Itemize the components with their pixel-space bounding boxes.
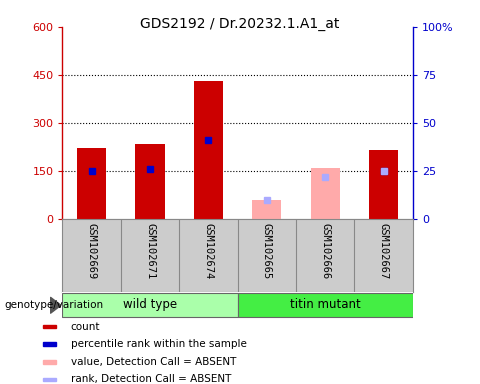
Text: genotype/variation: genotype/variation: [5, 300, 104, 310]
Text: GSM102667: GSM102667: [379, 223, 389, 279]
Bar: [62, 293, 238, 317]
Bar: [77, 149, 106, 219]
Text: GSM102671: GSM102671: [145, 223, 155, 279]
Bar: [43, 343, 56, 346]
Text: GSM102669: GSM102669: [86, 223, 96, 279]
Polygon shape: [50, 297, 61, 313]
Bar: [311, 168, 340, 219]
Text: GSM102674: GSM102674: [204, 223, 214, 279]
Text: GSM102665: GSM102665: [262, 223, 272, 279]
Bar: [135, 144, 165, 219]
Bar: [369, 150, 398, 219]
Bar: [238, 293, 413, 317]
Text: count: count: [71, 321, 100, 331]
Text: titin mutant: titin mutant: [290, 298, 360, 311]
Text: GDS2192 / Dr.20232.1.A1_at: GDS2192 / Dr.20232.1.A1_at: [140, 17, 340, 31]
Bar: [43, 377, 56, 381]
Text: value, Detection Call = ABSENT: value, Detection Call = ABSENT: [71, 357, 236, 367]
Bar: [43, 325, 56, 328]
Bar: [252, 200, 281, 219]
Bar: [194, 81, 223, 219]
Text: percentile rank within the sample: percentile rank within the sample: [71, 339, 247, 349]
Text: GSM102666: GSM102666: [320, 223, 330, 279]
Text: wild type: wild type: [123, 298, 177, 311]
Bar: [43, 360, 56, 364]
Text: rank, Detection Call = ABSENT: rank, Detection Call = ABSENT: [71, 374, 231, 384]
